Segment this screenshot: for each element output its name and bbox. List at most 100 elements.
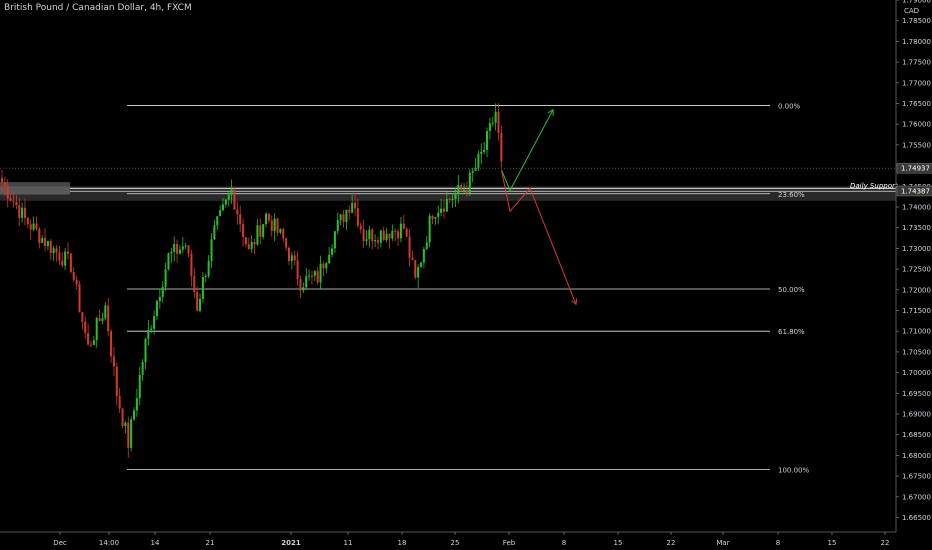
time-axis-label: Mar bbox=[716, 539, 729, 547]
candle-body bbox=[448, 198, 451, 200]
candle-body bbox=[457, 184, 460, 194]
candle-body bbox=[336, 220, 339, 232]
candle-body bbox=[256, 225, 259, 245]
candle-body bbox=[49, 241, 52, 254]
candle-body bbox=[167, 253, 170, 270]
candle-body bbox=[144, 338, 147, 363]
price-axis-label: 1.75500 bbox=[902, 141, 931, 149]
annotation-label: Daily Support bbox=[850, 182, 898, 190]
time-axis-label: 14:00 bbox=[99, 539, 119, 547]
price-axis-label: 1.73000 bbox=[902, 245, 931, 253]
candle-body bbox=[460, 184, 463, 190]
candle-body bbox=[32, 223, 35, 230]
candle-body bbox=[201, 276, 204, 299]
chart-title: British Pound / Canadian Dollar, 4h, FXC… bbox=[4, 3, 192, 13]
candle-body bbox=[339, 214, 342, 221]
candle-body bbox=[161, 286, 164, 297]
candle-body bbox=[494, 111, 497, 123]
time-axis-label: 22 bbox=[667, 539, 676, 547]
time-axis-label: 11 bbox=[344, 539, 353, 547]
candle-body bbox=[6, 185, 9, 199]
candle-body bbox=[155, 301, 158, 317]
candle-body bbox=[417, 267, 420, 278]
time-axis-label: 14 bbox=[151, 539, 160, 547]
projection-down-path-arrowhead bbox=[571, 298, 578, 306]
candle-body bbox=[376, 240, 379, 243]
candle-body bbox=[463, 189, 466, 191]
candle-body bbox=[437, 212, 440, 218]
candle-body bbox=[101, 318, 104, 322]
candle-body bbox=[181, 246, 184, 250]
time-axis-label: 8 bbox=[562, 539, 566, 547]
candle-body bbox=[26, 217, 29, 225]
candle-body bbox=[402, 223, 405, 229]
candle-body bbox=[199, 298, 202, 311]
candle-body bbox=[394, 230, 397, 232]
price-axis-label: 1.72000 bbox=[902, 286, 931, 294]
price-axis-label: 1.70500 bbox=[902, 348, 931, 356]
price-axis-label: 1.73500 bbox=[902, 224, 931, 232]
candle-body bbox=[500, 132, 503, 162]
price-axis-label: 1.70000 bbox=[902, 369, 931, 377]
candle-body bbox=[296, 260, 299, 280]
candle-body bbox=[55, 248, 58, 253]
price-axis-label: 1.69500 bbox=[902, 390, 931, 398]
candle-body bbox=[18, 205, 21, 218]
candle-body bbox=[345, 209, 348, 222]
candle-body bbox=[451, 198, 454, 200]
candle-body bbox=[362, 229, 365, 242]
candle-body bbox=[227, 194, 230, 200]
candle-body bbox=[354, 202, 357, 209]
candle-body bbox=[118, 396, 121, 409]
candle-body bbox=[313, 271, 316, 276]
candle-body bbox=[247, 244, 250, 250]
candle-body bbox=[414, 260, 417, 278]
candle-body bbox=[84, 321, 87, 334]
candle-body bbox=[176, 244, 179, 254]
time-axis-label: 22 bbox=[881, 539, 890, 547]
candle-body bbox=[325, 263, 328, 269]
candle-body bbox=[230, 189, 233, 195]
candle-body bbox=[405, 228, 408, 237]
candle-body bbox=[52, 248, 55, 254]
candle-body bbox=[173, 244, 176, 252]
price-axis-label: 1.79000 bbox=[902, 0, 931, 5]
candle-body bbox=[98, 318, 101, 322]
candle-body bbox=[267, 213, 270, 221]
time-axis-label: 8 bbox=[776, 539, 780, 547]
candle-body bbox=[64, 251, 67, 266]
candle-body bbox=[285, 238, 288, 248]
candle-body bbox=[130, 419, 133, 448]
candle-body bbox=[488, 123, 491, 132]
candle-body bbox=[422, 248, 425, 263]
candle-body bbox=[382, 230, 385, 241]
fib-level-label: 50.00% bbox=[778, 286, 805, 294]
candle-body bbox=[259, 225, 262, 237]
candle-body bbox=[319, 263, 322, 283]
candle-body bbox=[35, 223, 38, 229]
candle-body bbox=[21, 207, 24, 218]
candle-body bbox=[420, 262, 423, 268]
candle-body bbox=[75, 279, 78, 285]
time-axis-label: 18 bbox=[398, 539, 407, 547]
candle-body bbox=[411, 257, 414, 261]
candle-body bbox=[12, 200, 15, 202]
candles bbox=[1, 103, 503, 458]
candle-body bbox=[89, 344, 92, 346]
time-axis-label: 21 bbox=[206, 539, 215, 547]
candle-body bbox=[216, 216, 219, 226]
candle-body bbox=[288, 247, 290, 261]
candle-body bbox=[434, 217, 437, 219]
candle-body bbox=[385, 233, 388, 241]
candle-body bbox=[15, 201, 18, 206]
price-axis-label: 1.78000 bbox=[902, 38, 931, 46]
candle-body bbox=[431, 215, 434, 219]
candle-body bbox=[253, 241, 256, 245]
candle-body bbox=[150, 328, 153, 330]
candle-body bbox=[1, 178, 3, 183]
candle-body bbox=[270, 220, 273, 232]
candle-body bbox=[316, 271, 319, 283]
candle-body bbox=[72, 272, 75, 280]
candle-body bbox=[302, 287, 305, 291]
